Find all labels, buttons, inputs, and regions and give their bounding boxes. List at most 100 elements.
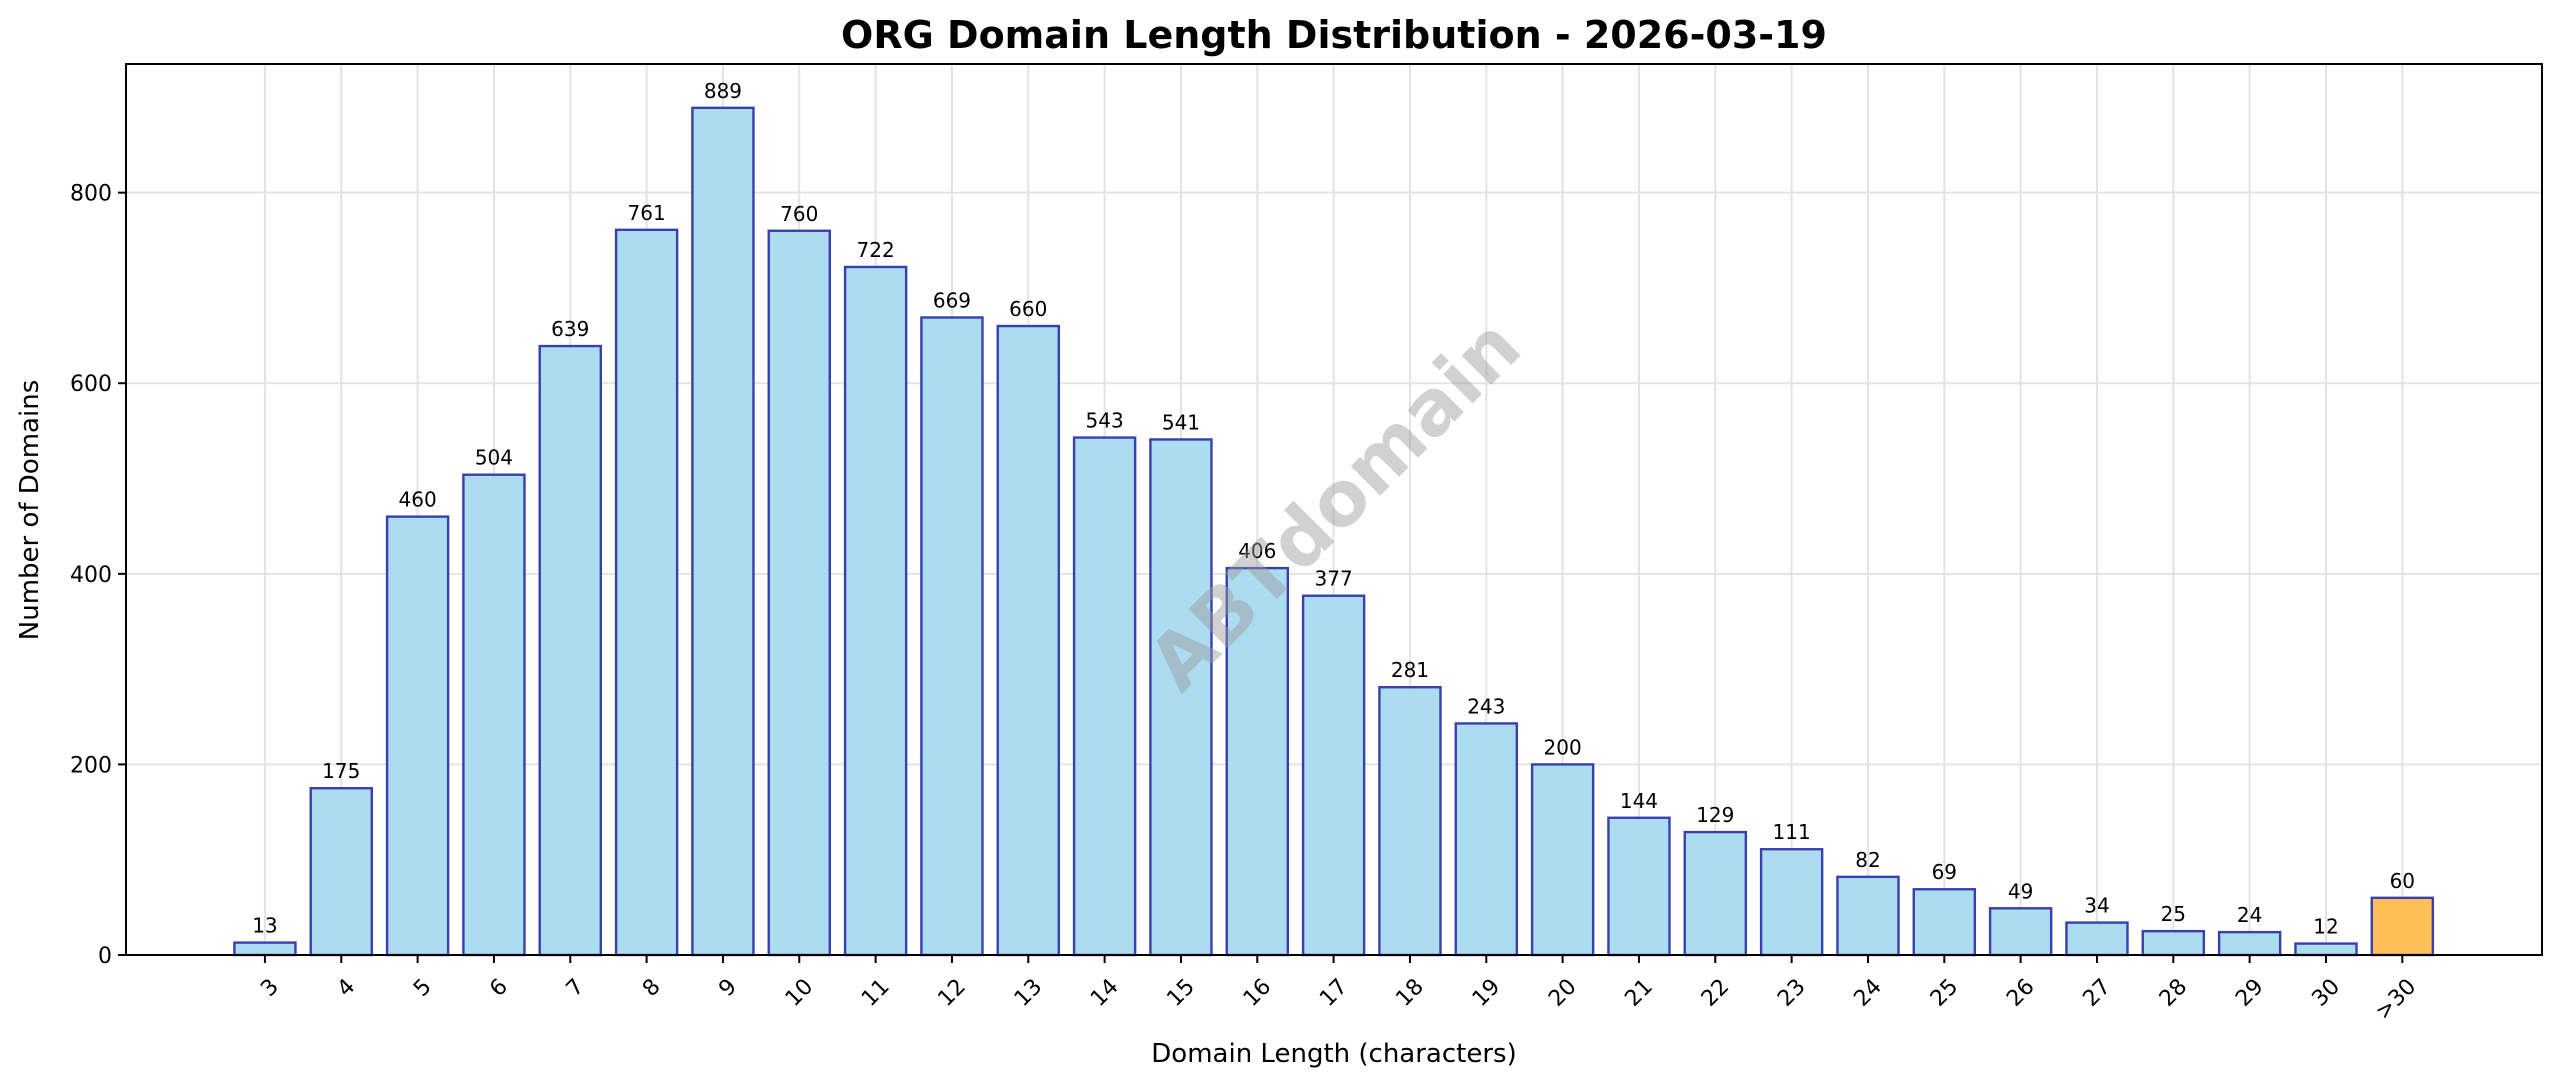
x-tick-label: 13 — [1010, 974, 1047, 1011]
x-tick-label: 22 — [1697, 974, 1734, 1011]
x-tick-label: 27 — [2078, 974, 2115, 1011]
bar-13 — [996, 324, 1061, 957]
bar-value-label: 175 — [322, 759, 360, 783]
bar-value-label: 82 — [1855, 848, 1880, 872]
bar-value-label: 377 — [1315, 567, 1353, 591]
y-tick-label: 200 — [70, 753, 112, 778]
x-tick-label: 20 — [1544, 974, 1581, 1011]
bar-value-label: 760 — [780, 202, 818, 226]
bar-9 — [691, 106, 755, 957]
bar-value-label: 243 — [1467, 694, 1505, 718]
bar-value-label: 504 — [475, 446, 513, 470]
bar-24 — [1836, 875, 1900, 957]
y-axis-label: Number of Domains — [15, 380, 45, 640]
x-tick-label: 23 — [1773, 974, 1810, 1011]
x-tick-label: 7 — [562, 974, 590, 1002]
x-tick-label: 21 — [1620, 974, 1657, 1011]
bar-8 — [614, 228, 679, 957]
bar-value-label: 761 — [628, 201, 666, 225]
bar-30 — [2294, 942, 2358, 957]
bar-19 — [1454, 722, 1519, 957]
bar-16 — [1225, 566, 1290, 957]
bar-28 — [2141, 929, 2206, 957]
x-tick-label: 9 — [714, 974, 742, 1002]
bar-value-label: 669 — [933, 288, 971, 312]
bar-value-label: 639 — [551, 317, 589, 341]
x-tick-label: 3 — [256, 974, 284, 1002]
x-tick-label: 16 — [1239, 974, 1276, 1011]
x-tick-label: 28 — [2155, 974, 2192, 1011]
x-tick-label: 26 — [2002, 974, 2039, 1011]
bar-value-label: 889 — [704, 79, 742, 103]
bars — [233, 106, 2435, 957]
x-tick-label: 8 — [638, 974, 666, 1002]
bar-value-label: 34 — [2084, 894, 2109, 918]
bar-22 — [1683, 830, 1748, 957]
bar-value-label: 543 — [1086, 409, 1124, 433]
bar-26 — [1988, 907, 2053, 957]
bar-7 — [538, 344, 603, 957]
bar-value-label: 129 — [1696, 803, 1734, 827]
bar-10 — [767, 229, 832, 957]
bar->30 — [2370, 896, 2435, 957]
y-tick-label: 0 — [98, 944, 112, 969]
bar-14 — [1072, 436, 1137, 957]
bar-value-label: 460 — [399, 488, 437, 512]
bar-29 — [2217, 930, 2282, 957]
bar-11 — [843, 265, 908, 957]
x-tick-label: 12 — [933, 974, 970, 1011]
x-tick-label: 6 — [485, 974, 513, 1002]
bar-value-label: 13 — [252, 914, 277, 938]
bar-value-label: 200 — [1544, 735, 1582, 759]
bar-18 — [1378, 686, 1442, 957]
x-tick-label: 30 — [2307, 974, 2344, 1011]
bar-5 — [385, 515, 450, 957]
x-tick-label: 4 — [333, 974, 361, 1002]
x-tick-label: 11 — [857, 974, 894, 1011]
y-tick-label: 400 — [70, 563, 112, 588]
bar-27 — [2065, 921, 2129, 957]
bar-12 — [920, 316, 984, 957]
x-tick-label: 29 — [2231, 974, 2268, 1011]
bar-value-label: 111 — [1773, 820, 1811, 844]
x-tick-label: 25 — [1926, 974, 1963, 1011]
bar-6 — [462, 473, 526, 957]
x-axis: 3 4 5 6 7 8 9 10 11 12 13 14 15 16 17 18 19 20 21 22 23 24 25 2… — [256, 955, 2421, 1025]
x-tick-label: 17 — [1315, 974, 1352, 1011]
bar-value-label: 281 — [1391, 658, 1429, 682]
chart-title: ORG Domain Length Distribution - 2026-03… — [841, 13, 1827, 57]
x-tick-label: 24 — [1849, 974, 1886, 1011]
bar-25 — [1912, 888, 1977, 957]
x-tick-label: 19 — [1468, 974, 1505, 1011]
bar-value-label: 24 — [2237, 903, 2262, 927]
bar-4 — [309, 787, 373, 957]
x-tick-label: 14 — [1086, 974, 1123, 1011]
bar-value-label: 406 — [1238, 539, 1276, 563]
bar-value-label: 144 — [1620, 789, 1658, 813]
x-tick-label: 15 — [1162, 974, 1199, 1011]
y-axis: 0 200 400 600 800 — [70, 182, 126, 969]
x-tick-label: 18 — [1391, 974, 1428, 1011]
bar-20 — [1530, 763, 1595, 957]
bar-value-label: 660 — [1009, 297, 1047, 321]
y-tick-label: 600 — [70, 372, 112, 397]
bar-value-label: 722 — [857, 238, 895, 262]
bar-23 — [1759, 848, 1824, 957]
x-tick-label: 10 — [781, 974, 818, 1011]
bar-value-label: 60 — [2390, 869, 2415, 893]
bar-value-label: 49 — [2008, 879, 2033, 903]
x-tick-label: >30 — [2371, 974, 2422, 1025]
bar-value-label: 12 — [2313, 915, 2338, 939]
x-tick-label: 5 — [409, 974, 437, 1002]
bar-value-label: 25 — [2161, 902, 2186, 926]
bar-value-label: 69 — [1932, 860, 1957, 884]
bar-value-label: 541 — [1162, 410, 1200, 434]
bar-17 — [1301, 594, 1366, 957]
y-tick-label: 800 — [70, 182, 112, 207]
bar-21 — [1607, 816, 1671, 957]
bar-3 — [233, 941, 297, 957]
bar-labels: 13 175 460 504 639 761 889 760 722 669 660 543 541 40… — [252, 79, 2415, 939]
bar-15 — [1149, 438, 1213, 957]
x-axis-label: Domain Length (characters) — [1151, 1039, 1516, 1069]
